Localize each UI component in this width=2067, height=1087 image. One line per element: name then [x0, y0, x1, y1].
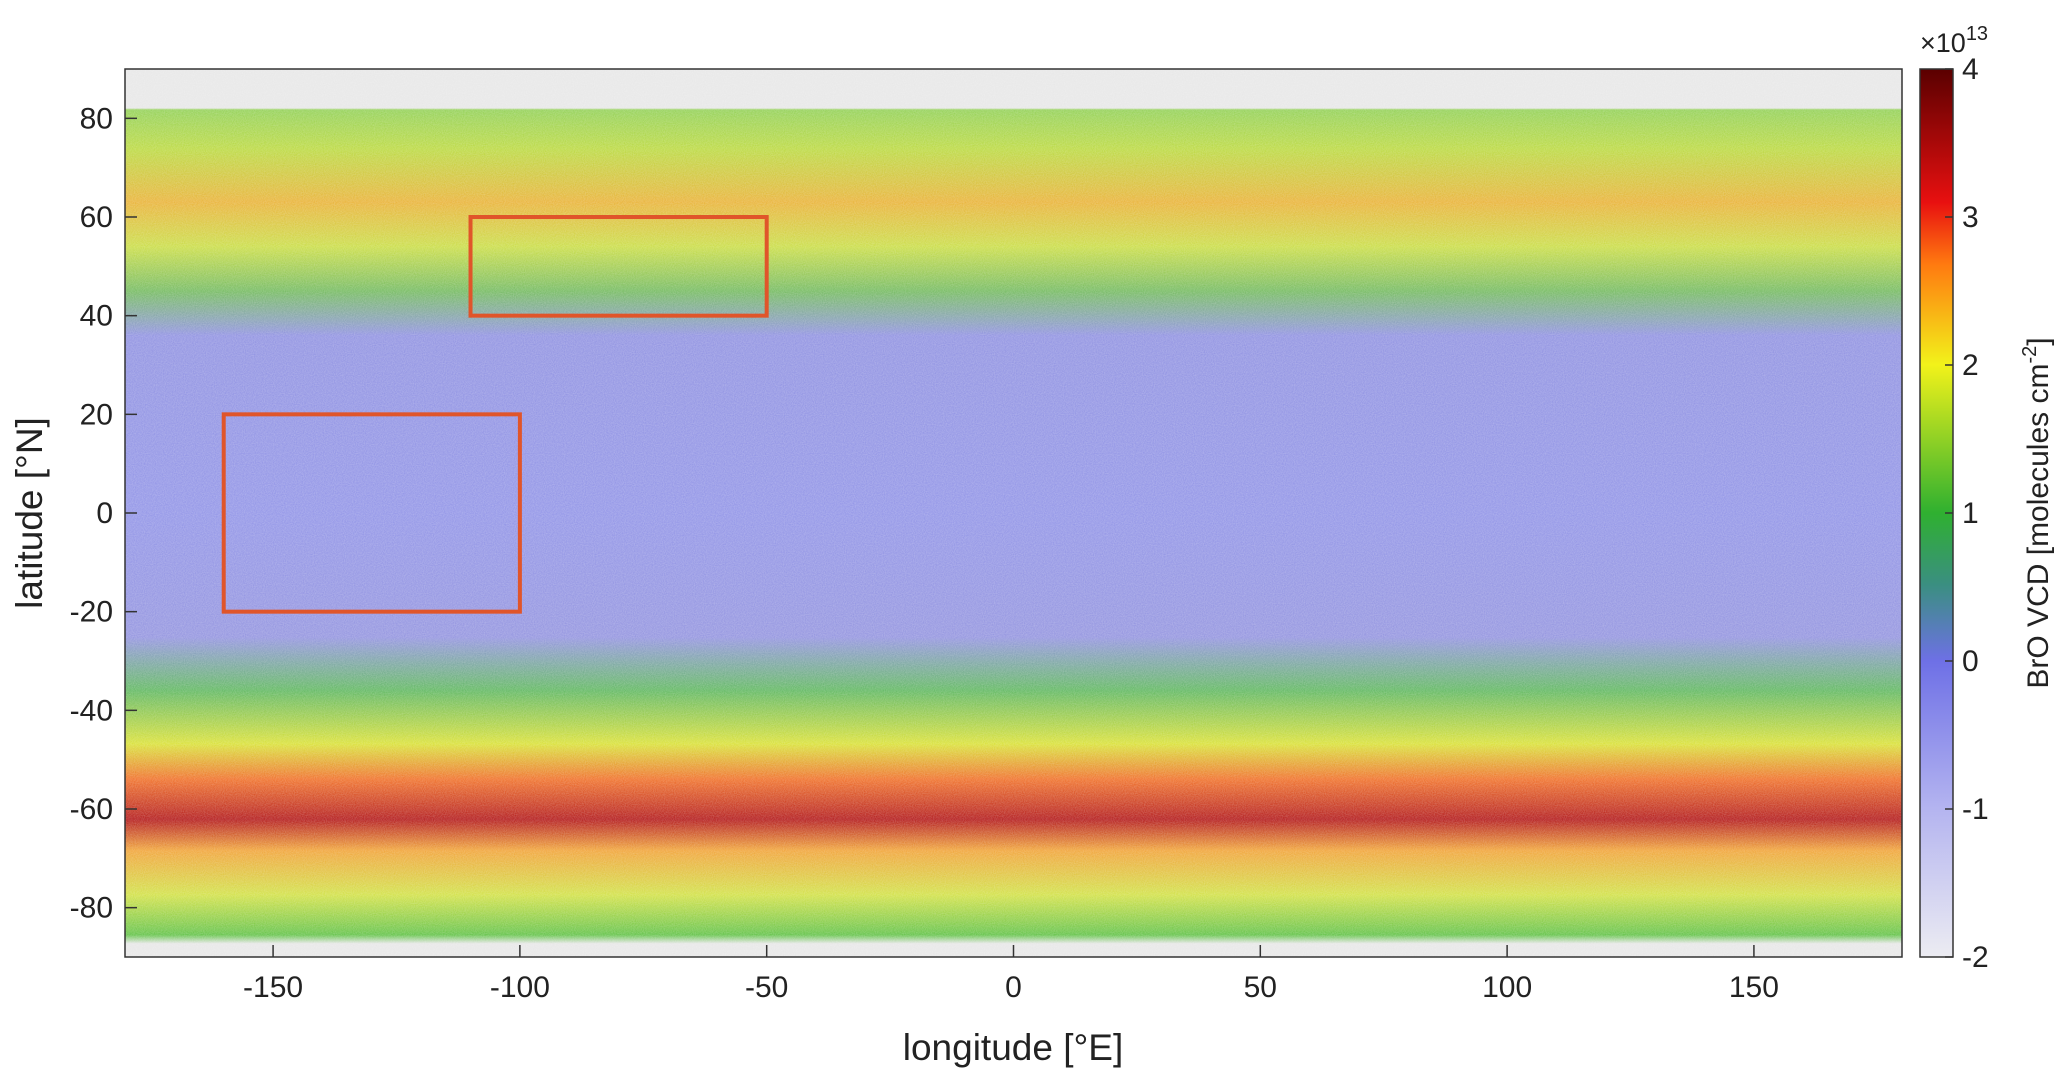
colorbar-tick-label: 2	[1962, 349, 1979, 382]
colorbar-label-text: BrO VCD [molecules cm	[2022, 364, 2055, 689]
y-tick-label: 0	[96, 497, 113, 530]
x-tick-label: 150	[1729, 971, 1779, 1004]
y-tick-label: 80	[80, 102, 113, 135]
y-tick-label: -40	[70, 694, 113, 727]
map-texture	[125, 69, 1902, 957]
colorbar-tick-label: -1	[1962, 793, 1989, 826]
y-tick-label: -80	[70, 892, 113, 925]
region-box	[468, 215, 769, 318]
region-box	[221, 412, 522, 614]
colorbar-label-sup: -2	[2019, 346, 2041, 364]
colorbar-tick-label: 1	[1962, 497, 1979, 530]
colorbar-tick-label: 4	[1962, 53, 1979, 86]
x-tick-label: -100	[490, 971, 550, 1004]
colorbar-scale-base: ×10	[1920, 28, 1966, 58]
y-tick-label: -60	[70, 793, 113, 826]
colorbar-label-end: ]	[2022, 337, 2055, 345]
y-tick-label: -20	[70, 596, 113, 629]
map-area	[125, 69, 1902, 957]
y-tick-label: 20	[80, 398, 113, 431]
colorbar-tick-label: 0	[1962, 645, 1979, 678]
y-axis-label: latitude [°N]	[9, 417, 50, 609]
y-tick-label: 40	[80, 300, 113, 333]
x-tick-label: 0	[1005, 971, 1022, 1004]
x-axis-label: longitude [°E]	[903, 1027, 1124, 1068]
y-tick-label: 60	[80, 201, 113, 234]
x-tick-label: 100	[1482, 971, 1532, 1004]
colorbar-tick-label: -2	[1962, 941, 1989, 974]
colorbar-scale-exp: 13	[1966, 23, 1988, 45]
x-tick-label: 50	[1244, 971, 1277, 1004]
x-tick-label: -150	[243, 971, 303, 1004]
colorbar-tick-label: 3	[1962, 201, 1979, 234]
x-tick-label: -50	[745, 971, 788, 1004]
colorbar-scale: ×1013	[1920, 23, 1988, 58]
colorbar-label: BrO VCD [molecules cm-2]	[2019, 337, 2055, 688]
